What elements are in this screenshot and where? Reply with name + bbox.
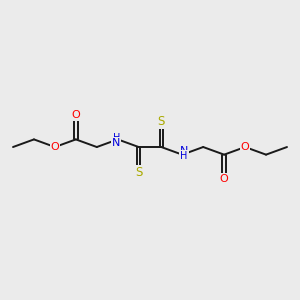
Text: O: O bbox=[220, 174, 229, 184]
Text: S: S bbox=[158, 115, 165, 128]
Text: O: O bbox=[50, 142, 59, 152]
Text: O: O bbox=[241, 142, 250, 152]
Text: O: O bbox=[71, 110, 80, 120]
Text: N: N bbox=[112, 138, 121, 148]
Text: H: H bbox=[180, 151, 188, 161]
Text: H: H bbox=[112, 133, 120, 143]
Text: N: N bbox=[179, 146, 188, 156]
Text: S: S bbox=[135, 166, 142, 179]
